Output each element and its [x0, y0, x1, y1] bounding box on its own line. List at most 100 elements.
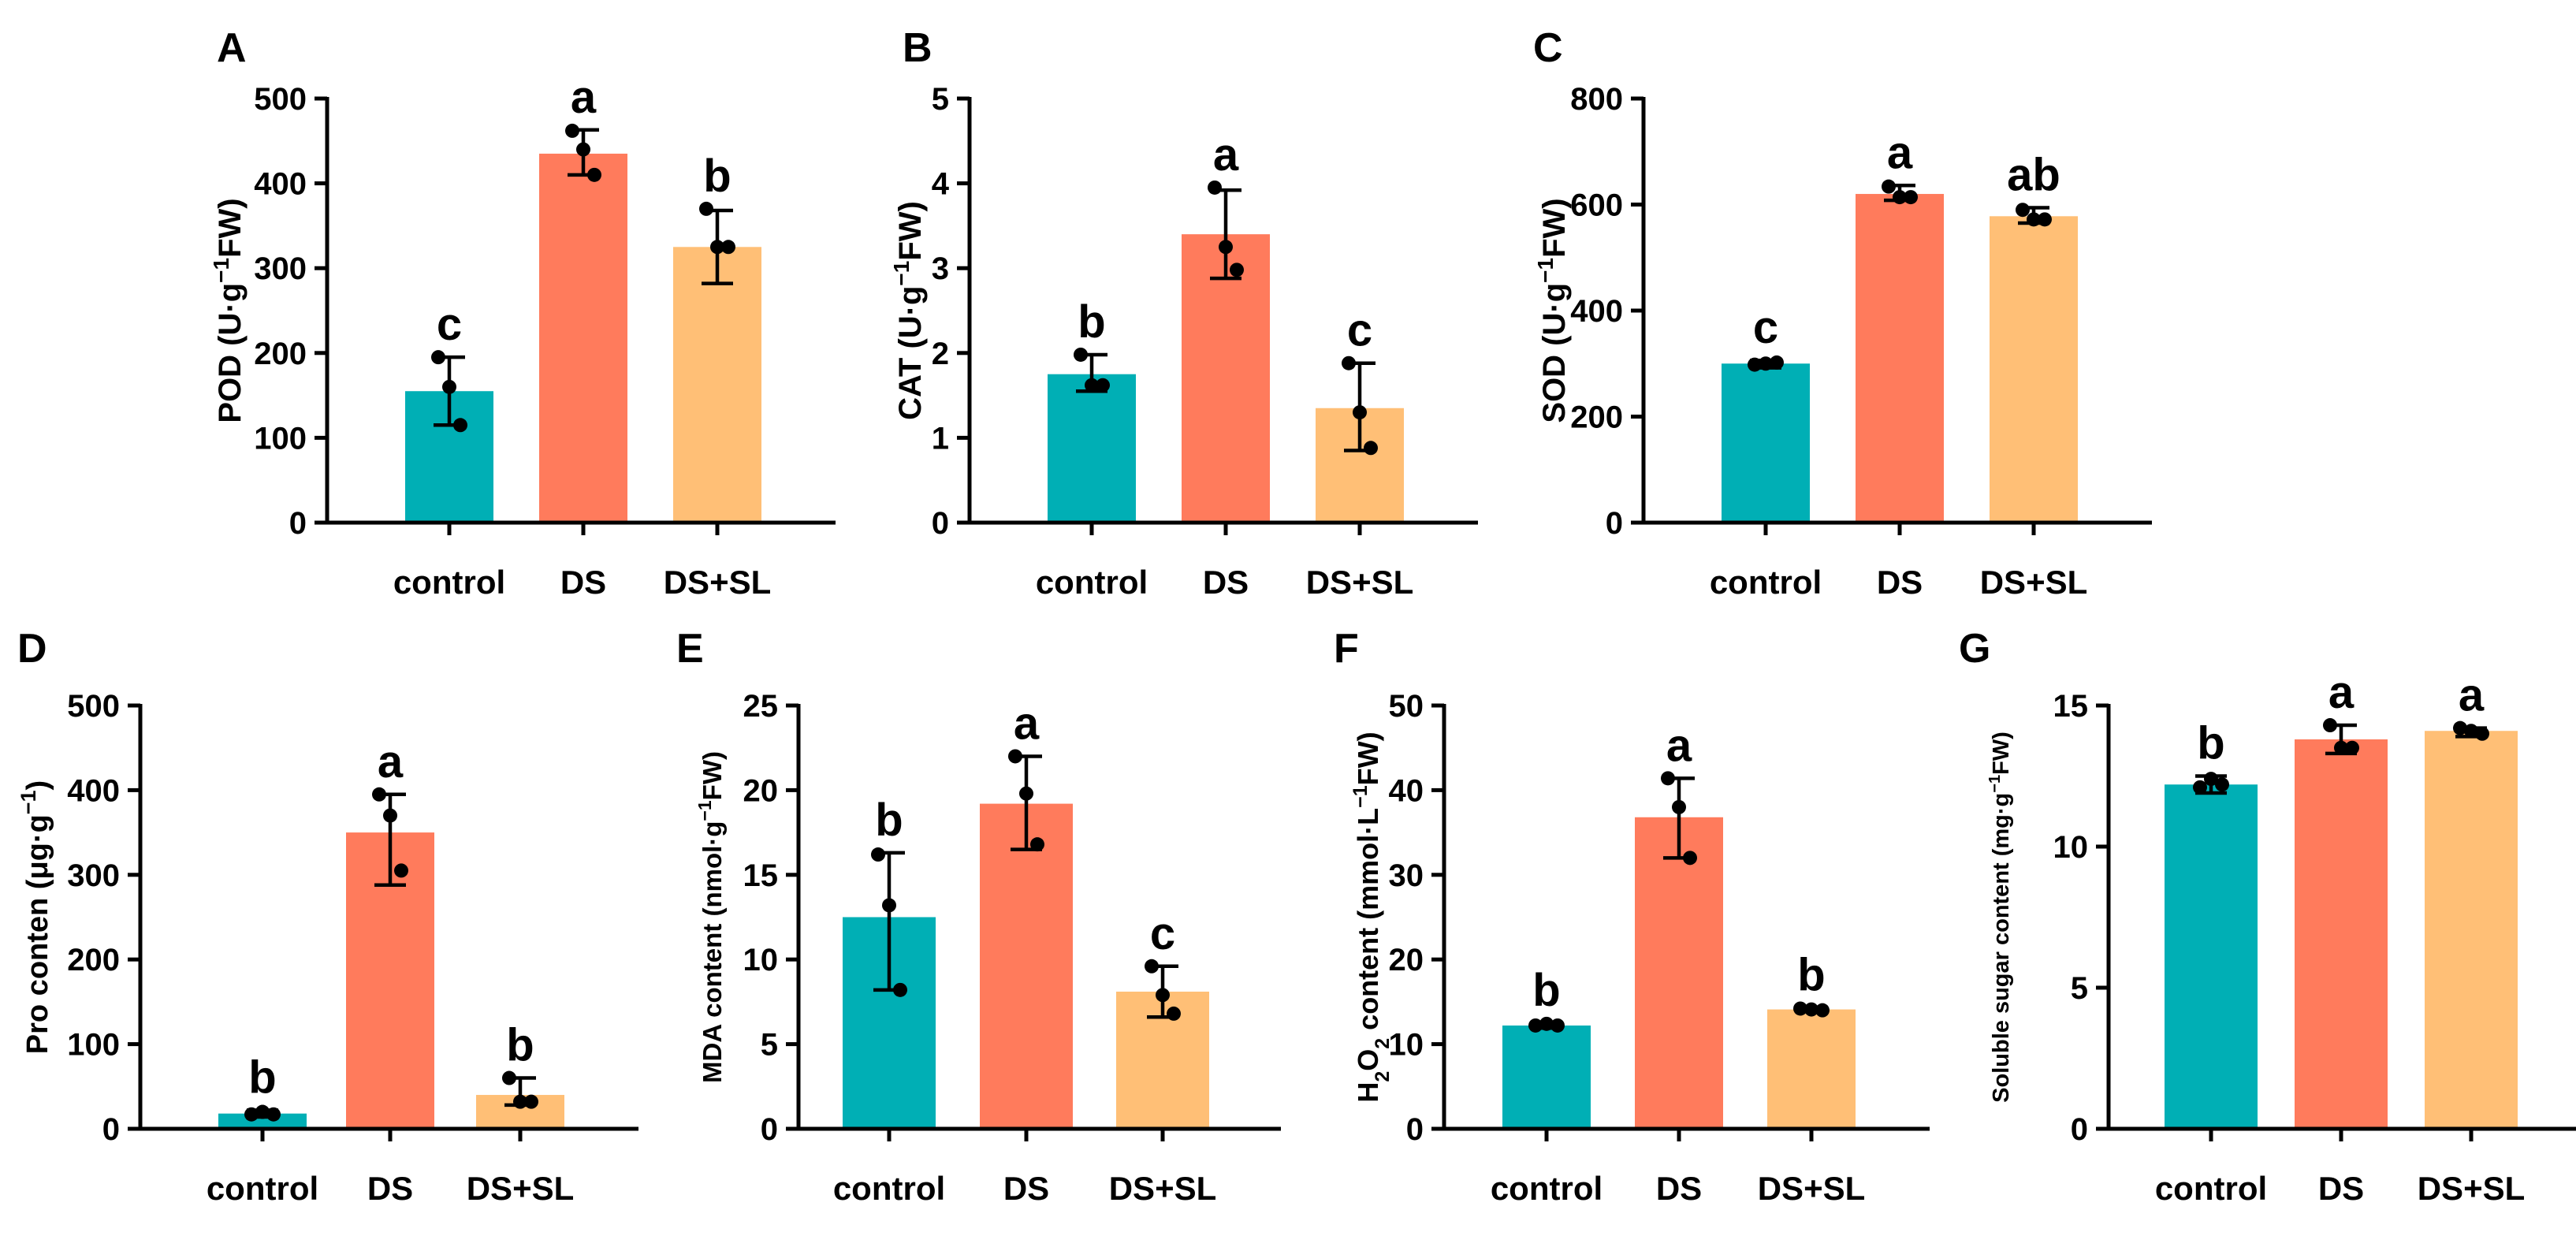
- panel-letter: F: [1334, 626, 1359, 672]
- data-point: [1230, 262, 1244, 277]
- y-tick-label: 0: [1606, 506, 1623, 541]
- ylabel-part: FW): [213, 198, 248, 258]
- bar-control: [1722, 363, 1810, 523]
- bar-ds: [980, 803, 1073, 1129]
- significance-letter: b: [1797, 949, 1825, 1000]
- y-tick-label: 50: [1389, 689, 1424, 724]
- data-point: [1683, 851, 1697, 866]
- significance-letter: a: [2328, 667, 2355, 718]
- y-axis-label: Pro conten (μg·g−1): [17, 780, 54, 1054]
- bar-ds-plus-sl: [2425, 731, 2518, 1129]
- y-tick-label: 100: [254, 421, 307, 456]
- panel-a: Ac a b 0 100 200 300 400 500 control DS DS+SL POD (U…: [209, 25, 836, 601]
- x-tick-label: DS: [367, 1170, 413, 1207]
- data-point: [2453, 720, 2467, 735]
- y-tick-label: 25: [743, 689, 779, 724]
- data-point: [2475, 726, 2489, 741]
- data-point: [576, 142, 590, 157]
- y-tick-label: 0: [289, 506, 307, 541]
- panel-e: Eb a c 0 5 10 15 20 25 control DS DS+SL MDA content …: [676, 626, 1281, 1207]
- bar-ds: [539, 153, 627, 523]
- bar-control: [1048, 374, 1136, 523]
- data-point: [431, 350, 445, 365]
- y-tick-label: 3: [932, 251, 949, 286]
- data-point: [565, 123, 579, 138]
- ylabel-subscript: 2: [1372, 1071, 1394, 1082]
- y-tick-label: 0: [761, 1112, 778, 1147]
- ylabel-superscript: −1: [17, 790, 40, 814]
- panel-b: Bb a c 0 1 2 3 4 5 control DS DS+SL CAT (U·g−1FW): [889, 25, 1478, 601]
- data-point: [871, 847, 885, 862]
- significance-letter: b: [875, 795, 903, 846]
- x-tick-label: control: [2155, 1170, 2267, 1207]
- data-point: [893, 982, 907, 997]
- panel-letter: G: [1959, 626, 1990, 672]
- data-point: [1156, 988, 1170, 1003]
- significance-letter: a: [1666, 720, 1692, 771]
- ylabel-part: MDA content (nmol·g: [698, 821, 727, 1083]
- bar-control: [1502, 1025, 1591, 1129]
- panel-c: Cc a ab 0 200 400 600 800 control DS DS+SL SOD (U·g…: [1533, 25, 2152, 601]
- data-point: [2464, 724, 2478, 739]
- significance-letter: b: [1078, 296, 1105, 348]
- y-tick-label: 15: [2053, 689, 2089, 724]
- x-tick-label: DS: [2318, 1170, 2364, 1207]
- data-point: [524, 1094, 538, 1109]
- y-axis-label: Soluble sugar content (mg·g−1FW): [1986, 732, 2014, 1103]
- x-tick-label: DS: [1656, 1170, 1702, 1207]
- significance-letter: b: [2197, 718, 2224, 769]
- data-point: [1672, 799, 1686, 814]
- ylabel-part: O: [1352, 1049, 1384, 1071]
- x-tick-label: control: [1036, 564, 1148, 601]
- data-point: [1539, 1016, 1554, 1031]
- ylabel-superscript: −1: [694, 800, 715, 821]
- data-point: [2334, 740, 2348, 755]
- data-point: [710, 240, 724, 255]
- data-point: [587, 167, 601, 182]
- ylabel-part: H: [1352, 1082, 1384, 1103]
- y-axis-label: H2O2 content (mmol·L−1FW): [1349, 732, 1394, 1102]
- data-point: [255, 1104, 270, 1119]
- data-point: [266, 1107, 281, 1122]
- data-point: [1893, 190, 1907, 205]
- y-axis-label: SOD (U·g−1FW): [1533, 198, 1573, 423]
- bar-ds-plus-sl: [1990, 216, 2078, 523]
- data-point: [244, 1107, 259, 1122]
- panel-letter: B: [903, 25, 932, 71]
- y-tick-label: 200: [254, 337, 307, 371]
- significance-letter: c: [437, 299, 462, 350]
- significance-letter: a: [1213, 129, 1239, 181]
- significance-letter: b: [506, 1020, 534, 1071]
- x-tick-label: DS: [1003, 1170, 1049, 1207]
- data-point: [1008, 749, 1022, 764]
- y-tick-label: 0: [102, 1112, 120, 1147]
- y-tick-label: 20: [1389, 943, 1424, 977]
- ylabel-superscript: −1: [1986, 775, 2004, 793]
- ylabel-subscript: 2: [1372, 1038, 1394, 1049]
- x-tick-label: control: [393, 564, 505, 601]
- y-tick-label: 500: [67, 689, 120, 724]
- y-tick-label: 500: [254, 82, 307, 117]
- significance-letter: b: [1532, 965, 1560, 1016]
- y-tick-label: 800: [1570, 82, 1623, 117]
- data-point: [1815, 1003, 1830, 1018]
- ylabel-part: POD (U·g: [213, 283, 248, 423]
- data-point: [2345, 740, 2359, 755]
- y-tick-label: 5: [2071, 971, 2088, 1006]
- data-point: [1528, 1018, 1543, 1033]
- x-tick-label: DS+SL: [1109, 1170, 1217, 1207]
- data-point: [2038, 212, 2052, 227]
- data-point: [1167, 1006, 1181, 1021]
- data-point: [1904, 190, 1918, 205]
- data-point: [442, 379, 456, 394]
- data-point: [372, 787, 386, 802]
- ylabel-part: SOD (U·g: [1537, 283, 1572, 423]
- y-tick-label: 600: [1570, 188, 1623, 223]
- y-tick-label: 5: [932, 82, 949, 117]
- x-tick-label: DS+SL: [2418, 1170, 2526, 1207]
- y-tick-label: 200: [67, 943, 120, 977]
- x-tick-label: DS+SL: [1306, 564, 1414, 601]
- data-point: [1208, 180, 1222, 195]
- y-tick-label: 2: [932, 337, 949, 371]
